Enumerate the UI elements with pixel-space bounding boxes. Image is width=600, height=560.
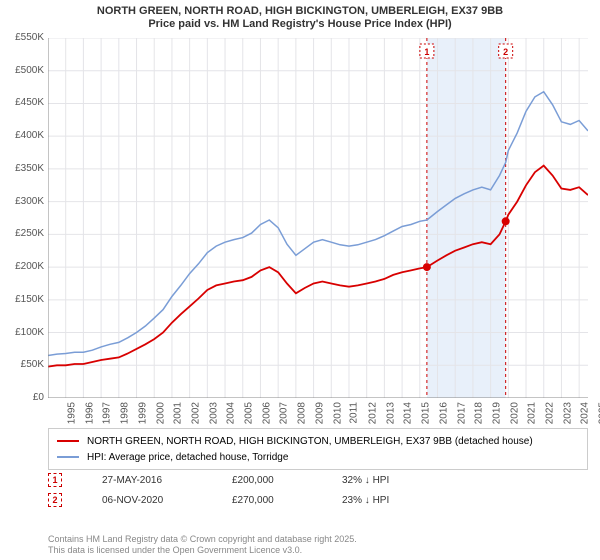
legend-label-1: NORTH GREEN, NORTH ROAD, HIGH BICKINGTON… [87, 436, 533, 447]
marker-table: 1 27-MAY-2016 £200,000 32% ↓ HPI 2 06-NO… [48, 470, 432, 510]
x-tick-label: 2002 [190, 402, 201, 424]
x-tick-label: 2014 [403, 402, 414, 424]
x-tick-label: 2019 [491, 402, 502, 424]
y-tick-label: £0 [0, 392, 44, 403]
legend-swatch-2 [57, 456, 79, 458]
x-tick-label: 2000 [155, 402, 166, 424]
y-tick-label: £350K [0, 163, 44, 174]
x-tick-label: 1997 [102, 402, 113, 424]
marker-price-2: £270,000 [232, 495, 302, 506]
chart-title-line1: NORTH GREEN, NORTH ROAD, HIGH BICKINGTON… [0, 0, 600, 18]
y-tick-label: £150K [0, 294, 44, 305]
chart-title-line2: Price paid vs. HM Land Registry's House … [0, 18, 600, 34]
x-tick-label: 2004 [226, 402, 237, 424]
svg-text:2: 2 [503, 47, 508, 57]
x-tick-label: 2010 [332, 402, 343, 424]
legend: NORTH GREEN, NORTH ROAD, HIGH BICKINGTON… [48, 428, 588, 470]
legend-label-2: HPI: Average price, detached house, Torr… [87, 452, 288, 463]
marker-date-1: 27-MAY-2016 [102, 475, 192, 486]
marker-row-2: 2 06-NOV-2020 £270,000 23% ↓ HPI [48, 490, 432, 510]
x-tick-label: 2015 [420, 402, 431, 424]
x-tick-label: 2001 [172, 402, 183, 424]
y-tick-label: £200K [0, 261, 44, 272]
x-tick-label: 2008 [296, 402, 307, 424]
attribution-line1: Contains HM Land Registry data © Crown c… [48, 534, 357, 545]
chart-container: NORTH GREEN, NORTH ROAD, HIGH BICKINGTON… [0, 0, 600, 560]
x-tick-label: 2018 [473, 402, 484, 424]
svg-text:1: 1 [424, 47, 429, 57]
x-tick-label: 2011 [349, 402, 360, 424]
y-tick-label: £300K [0, 196, 44, 207]
x-tick-label: 2021 [527, 402, 538, 424]
marker-badge-1: 1 [48, 473, 62, 487]
y-tick-label: £500K [0, 65, 44, 76]
legend-item-2: HPI: Average price, detached house, Torr… [57, 449, 579, 465]
marker-price-1: £200,000 [232, 475, 302, 486]
chart-area: £0 £50K £100K £150K £200K £250K £300K £350K £400… [0, 38, 600, 418]
marker-diff-2: 23% ↓ HPI [342, 495, 432, 506]
y-tick-label: £100K [0, 327, 44, 338]
x-tick-label: 2013 [385, 402, 396, 424]
x-tick-label: 2020 [509, 402, 520, 424]
x-tick-label: 2022 [544, 402, 555, 424]
x-tick-label: 2003 [208, 402, 219, 424]
y-tick-label: £250K [0, 228, 44, 239]
y-tick-label: £400K [0, 130, 44, 141]
marker-date-2: 06-NOV-2020 [102, 495, 192, 506]
x-tick-label: 2009 [314, 402, 325, 424]
x-tick-label: 2024 [580, 402, 591, 424]
x-tick-label: 2006 [261, 402, 272, 424]
x-tick-label: 2023 [562, 402, 573, 424]
y-tick-label: £50K [0, 359, 44, 370]
x-tick-label: 2012 [367, 402, 378, 424]
attribution-line2: This data is licensed under the Open Gov… [48, 545, 357, 556]
x-tick-label: 2016 [438, 402, 449, 424]
x-tick-label: 2005 [243, 402, 254, 424]
chart-svg: 12 [48, 38, 588, 398]
x-tick-label: 2017 [456, 402, 467, 424]
y-tick-label: £450K [0, 97, 44, 108]
x-tick-label: 1996 [84, 402, 95, 424]
legend-item-1: NORTH GREEN, NORTH ROAD, HIGH BICKINGTON… [57, 433, 579, 449]
x-tick-label: 1998 [119, 402, 130, 424]
attribution: Contains HM Land Registry data © Crown c… [48, 534, 357, 556]
x-tick-label: 1999 [137, 402, 148, 424]
marker-badge-2: 2 [48, 493, 62, 507]
legend-swatch-1 [57, 440, 79, 442]
y-tick-label: £550K [0, 32, 44, 43]
marker-row-1: 1 27-MAY-2016 £200,000 32% ↓ HPI [48, 470, 432, 490]
x-tick-label: 1995 [66, 402, 77, 424]
x-tick-label: 2007 [279, 402, 290, 424]
marker-diff-1: 32% ↓ HPI [342, 475, 432, 486]
